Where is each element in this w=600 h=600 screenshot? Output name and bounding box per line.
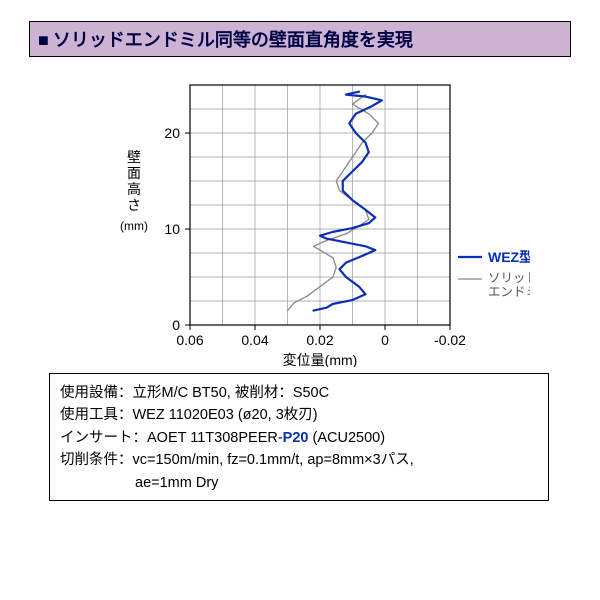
section-title: ■ソリッドエンドミル同等の壁面直角度を実現	[29, 21, 571, 57]
value: ae=1mm Dry	[60, 472, 218, 494]
info-line-insert: インサート：AOET 11T308PEER-P20 (ACU2500)	[60, 427, 538, 449]
page: ■ソリッドエンドミル同等の壁面直角度を実現 0.06 0.04 0.02 0 -0.02…	[0, 0, 600, 600]
svg-text:(mm): (mm)	[120, 219, 148, 233]
svg-text:0: 0	[381, 332, 389, 348]
info-line-tool: 使用工具：WEZ 11020E03 (ø20, 3枚刃)	[60, 404, 538, 426]
svg-text:ソリッド: ソリッド	[488, 271, 530, 285]
value: WEZ 11020E03 (ø20, 3枚刃)	[133, 407, 318, 423]
svg-text:壁: 壁	[127, 149, 141, 165]
svg-text:WEZ型: WEZ型	[488, 249, 530, 265]
svg-text:高: 高	[127, 181, 141, 197]
label: インサート：	[60, 430, 147, 446]
svg-text:0.02: 0.02	[306, 332, 333, 348]
label: 使用設備：	[60, 385, 133, 401]
info-line-conditions-2: ae=1mm Dry	[60, 472, 538, 494]
svg-text:さ: さ	[127, 197, 141, 213]
info-line-equipment: 使用設備：立形M/C BT50, 被削材：S50C	[60, 382, 538, 404]
svg-text:変位量(mm): 変位量(mm)	[283, 352, 358, 367]
svg-text:0.06: 0.06	[176, 332, 203, 348]
value-a: AOET 11T308PEER-	[147, 430, 283, 446]
value: 立形M/C BT50, 被削材：S50C	[133, 385, 330, 401]
title-text: ソリッドエンドミル同等の壁面直角度を実現	[53, 30, 413, 50]
svg-text:10: 10	[164, 221, 180, 237]
label: 使用工具：	[60, 407, 133, 423]
value: vc=150m/min, fz=0.1mm/t, ap=8mm×3パス,	[133, 452, 414, 468]
value-b: (ACU2500)	[308, 430, 385, 446]
svg-text:面: 面	[127, 165, 141, 181]
svg-text:0: 0	[172, 317, 180, 333]
displacement-chart: 0.06 0.04 0.02 0 -0.02 0 10 20 変位量(mm) 壁面高さ (mm) WE…	[70, 67, 530, 367]
svg-text:0.04: 0.04	[241, 332, 268, 348]
svg-text:エンドミル: エンドミル	[488, 285, 530, 299]
conditions-box: 使用設備：立形M/C BT50, 被削材：S50C 使用工具：WEZ 11020…	[49, 373, 549, 501]
svg-text:-0.02: -0.02	[434, 332, 466, 348]
label: 切削条件：	[60, 452, 133, 468]
value-highlight: P20	[283, 430, 309, 446]
chart-container: 0.06 0.04 0.02 0 -0.02 0 10 20 変位量(mm) 壁面高さ (mm) WE…	[29, 67, 571, 367]
square-bullet-icon: ■	[38, 30, 49, 50]
svg-text:20: 20	[164, 125, 180, 141]
info-line-conditions: 切削条件：vc=150m/min, fz=0.1mm/t, ap=8mm×3パス…	[60, 449, 538, 471]
